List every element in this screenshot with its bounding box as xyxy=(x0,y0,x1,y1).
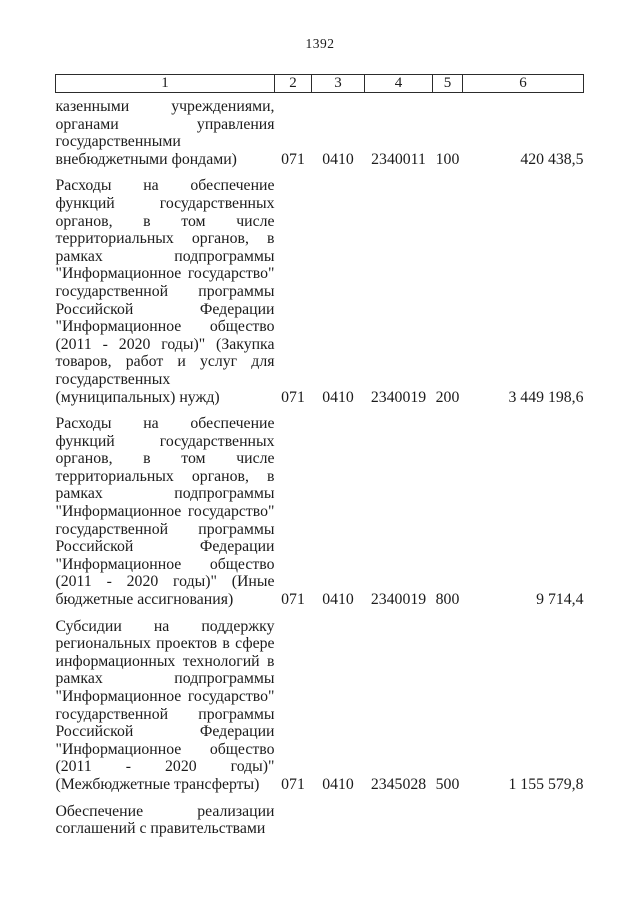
column-header-2: 2 xyxy=(274,74,312,93)
row-title-cell: Обеспечение реализации соглашений с прав… xyxy=(55,802,275,838)
header-row: 1 2 3 4 5 6 xyxy=(55,74,584,93)
table-row: Расходы на обеспечение функций государст… xyxy=(56,168,584,406)
table-row: казенными учреждениями, органами управле… xyxy=(56,93,584,169)
row-code-cell-col5: 200 xyxy=(435,388,460,406)
budget-table-header: 1 2 3 4 5 6 xyxy=(55,74,584,93)
row-amount-cell: 1 155 579,8 xyxy=(508,775,584,793)
column-header-5: 5 xyxy=(432,74,463,93)
row-amount-cell: 9 714,4 xyxy=(536,591,584,609)
row-title-cell: Расходы на обеспечение функций государст… xyxy=(55,177,275,406)
row-code-cell-col5: 100 xyxy=(435,150,460,168)
column-header-3: 3 xyxy=(311,74,365,93)
row-code-cell-col2: 071 xyxy=(281,150,305,168)
row-code-cell-col2 xyxy=(275,794,312,838)
row-code-cell-col4: 2340011 xyxy=(371,150,426,168)
table-row: Субсидии на поддержку региональных проек… xyxy=(56,609,584,794)
row-code-cell-col3: 0410 xyxy=(322,775,354,793)
row-code-cell-col5: 500 xyxy=(435,775,460,793)
row-title-cell: Субсидии на поддержку региональных проек… xyxy=(55,617,275,793)
table-row: Расходы на обеспечение функций государст… xyxy=(56,406,584,609)
row-code-cell-col2: 071 xyxy=(281,775,305,793)
row-amount-cell: 3 449 198,6 xyxy=(508,388,584,406)
row-code-cell-col5 xyxy=(433,794,463,838)
row-code-cell-col4: 2340019 xyxy=(370,591,427,609)
column-header-4: 4 xyxy=(364,74,433,93)
row-code-cell-col5: 800 xyxy=(435,591,460,609)
row-code-cell-col4: 2340019 xyxy=(370,388,427,406)
row-code-cell-col3: 0410 xyxy=(322,388,354,406)
row-title-cell: Расходы на обеспечение функций государст… xyxy=(55,415,275,609)
budget-table: 1 2 3 4 5 6 казенными учреждениями, орга… xyxy=(55,74,584,838)
row-code-cell-col2: 071 xyxy=(281,591,305,609)
row-amount-cell xyxy=(463,794,584,838)
row-amount-cell: 420 438,5 xyxy=(520,150,584,168)
row-title-cell: казенными учреждениями, органами управле… xyxy=(55,98,275,168)
column-header-6: 6 xyxy=(462,74,584,93)
budget-table-body: казенными учреждениями, органами управле… xyxy=(56,93,584,838)
row-code-cell-col3 xyxy=(312,794,365,838)
row-code-cell-col4: 2345028 xyxy=(370,775,427,793)
row-code-cell-col4 xyxy=(365,794,433,838)
table-row: Обеспечение реализации соглашений с прав… xyxy=(56,794,584,838)
row-code-cell-col2: 071 xyxy=(281,388,305,406)
row-code-cell-col3: 0410 xyxy=(322,150,354,168)
page-number: 1392 xyxy=(305,36,335,51)
column-header-1: 1 xyxy=(55,74,275,93)
row-code-cell-col3: 0410 xyxy=(322,591,354,609)
